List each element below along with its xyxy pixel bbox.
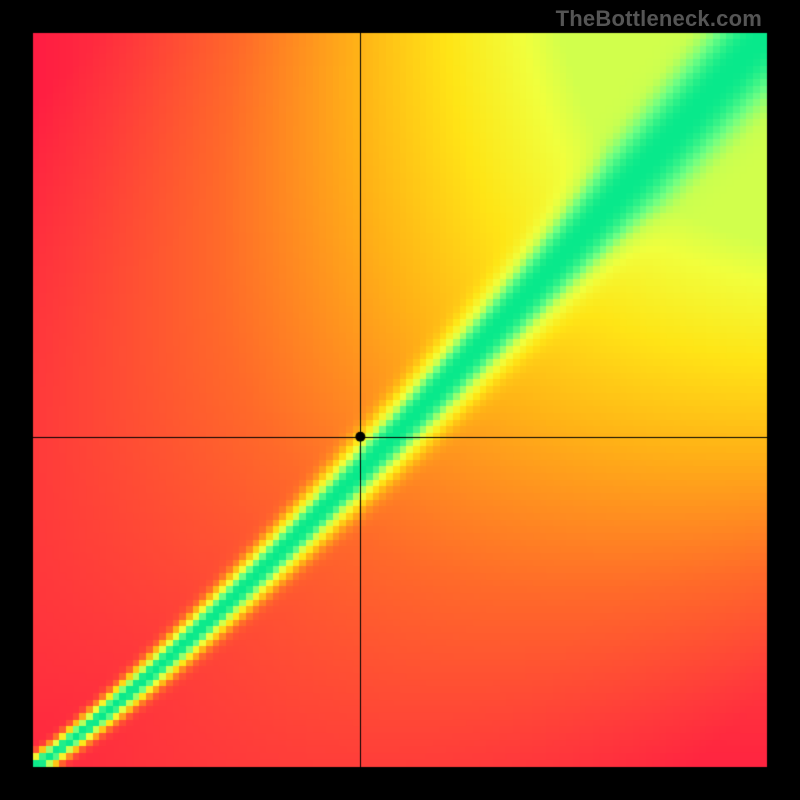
heatmap-canvas — [0, 0, 800, 800]
watermark-label: TheBottleneck.com — [556, 6, 762, 32]
